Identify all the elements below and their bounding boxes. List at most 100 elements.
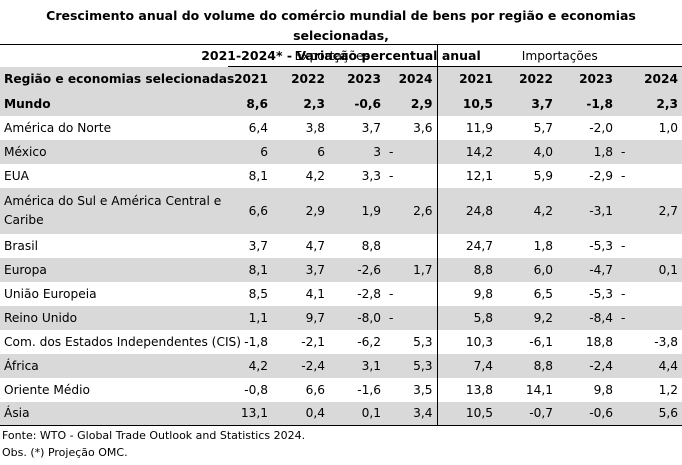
trade-table: Exportações Importações Região e economi… <box>0 44 682 426</box>
import-value-cell: 1,8 <box>557 139 617 164</box>
import-value-cell: 9,8 <box>593 382 613 397</box>
import-value-cell: 2,7 <box>617 187 682 234</box>
export-value-cell: - <box>389 286 394 301</box>
import-value-cell: 10,5 <box>436 401 497 426</box>
group-header-exports: Exportações <box>228 44 437 67</box>
export-value-cell: - <box>385 139 437 164</box>
import-value-cell: 13,8 <box>436 377 497 402</box>
export-value-cell: -1,6 <box>357 382 381 397</box>
row-label: América do Norte <box>4 120 112 135</box>
export-value-cell: -2,6 <box>329 257 385 282</box>
import-value-cell: 5,6 <box>617 401 682 426</box>
footnote-source: Fonte: WTO - Global Trade Outlook and St… <box>2 429 306 442</box>
import-value-cell: 14,1 <box>525 382 553 397</box>
import-value-cell: -0,7 <box>497 401 557 426</box>
export-value-cell: 3,7 <box>361 120 381 135</box>
row-label: Mundo <box>0 91 228 116</box>
export-value-cell: 2,9 <box>272 187 329 234</box>
export-value-cell: - <box>389 168 394 183</box>
export-value-cell: 4,2 <box>305 168 325 183</box>
import-value-cell: -2,0 <box>589 120 613 135</box>
import-value-cell: -2,4 <box>557 353 617 378</box>
import-value-cell: 12,1 <box>436 163 497 188</box>
export-value-cell: 3,3 <box>361 168 381 183</box>
export-value-cell: 3,7 <box>272 257 329 282</box>
import-value-cell: 6,0 <box>497 257 557 282</box>
export-value-cell: 4,1 <box>305 286 325 301</box>
export-value-cell: -8,0 <box>329 305 385 330</box>
table-row: Brasil 3,7 4,7 8,8 24,7 1,8 -5,3- <box>0 233 682 258</box>
import-value-cell: 6,5 <box>533 286 553 301</box>
table-row: África 4,2 -2,4 3,1 5,3 7,4 8,8 -2,4 4,4 <box>0 353 682 378</box>
import-value-cell: 4,4 <box>617 353 682 378</box>
import-value-cell: -0,6 <box>557 401 617 426</box>
row-label: Oriente Médio <box>4 382 90 397</box>
export-value-cell: 0,1 <box>329 401 385 426</box>
export-value-cell: -2,4 <box>272 353 329 378</box>
export-value-cell: -2,1 <box>301 334 325 349</box>
row-label: Europa <box>0 257 228 282</box>
import-value-cell: 9,2 <box>497 305 557 330</box>
import-value-cell: -4,7 <box>557 257 617 282</box>
row-label: América do Sul e América Central e Carib… <box>0 187 228 234</box>
import-value-cell: -6,1 <box>529 334 553 349</box>
export-value-cell: 5,3 <box>413 334 433 349</box>
export-value-cell: 6 <box>272 139 329 164</box>
export-value-cell: -0,6 <box>329 91 385 116</box>
column-header-imp-year: 2021 <box>436 66 497 92</box>
export-value-cell: 1,7 <box>385 257 437 282</box>
table-row: Oriente Médio -0,8 6,6 -1,6 3,5 13,8 14,1 9,8 1,… <box>0 377 682 402</box>
export-value-cell: 9,7 <box>272 305 329 330</box>
export-value-cell: -1,8 <box>244 334 268 349</box>
import-value-cell: 0,1 <box>617 257 682 282</box>
export-value-cell: 2,6 <box>385 187 437 234</box>
title-line-1: Crescimento anual do volume do comércio … <box>46 8 636 43</box>
import-value-cell: 14,2 <box>436 139 497 164</box>
export-value-cell: -6,2 <box>357 334 381 349</box>
table-row: Ásia 13,1 0,4 0,1 3,4 10,5 -0,7 -0,6 5,6 <box>0 401 682 426</box>
table-row: México 6 6 3-14,2 4,0 1,8- <box>0 139 682 164</box>
column-header-imp-year: 2024 <box>617 66 682 92</box>
export-value-cell: 1,9 <box>329 187 385 234</box>
table-title: Crescimento anual do volume do comércio … <box>0 0 682 63</box>
table-row: América do Sul e América Central e Carib… <box>0 187 682 234</box>
export-value-cell: - <box>385 305 437 330</box>
export-value-cell: 1,1 <box>228 305 272 330</box>
export-value-cell: 3 <box>329 139 385 164</box>
group-header-imports: Importações <box>436 44 682 67</box>
import-value-cell: - <box>617 305 682 330</box>
import-value-cell: 3,7 <box>497 91 557 116</box>
import-value-cell: 2,3 <box>617 91 682 116</box>
import-value-cell: 9,8 <box>436 281 497 306</box>
row-label: África <box>0 353 228 378</box>
row-label: Reino Unido <box>0 305 228 330</box>
export-value-cell: 8,1 <box>228 257 272 282</box>
column-header-region: Região e economias selecionadas <box>0 66 234 92</box>
export-value-cell: 8,8 <box>361 238 381 253</box>
import-value-cell: 1,0 <box>658 120 678 135</box>
export-value-cell: 13,1 <box>228 401 272 426</box>
import-value-cell: -5,3 <box>589 238 613 253</box>
export-value-cell: 0,4 <box>272 401 329 426</box>
import-value-cell: 1,2 <box>658 382 678 397</box>
group-header-spacer <box>0 44 228 67</box>
table-row: Reino Unido 1,1 9,7 -8,0-5,8 9,2 -8,4- <box>0 305 682 330</box>
column-header-imp-year: 2022 <box>497 66 557 92</box>
column-header-row: Região e economias selecionadas 2021 202… <box>0 66 682 92</box>
import-value-cell: 8,8 <box>497 353 557 378</box>
export-value-cell: 3,7 <box>248 238 268 253</box>
export-value-cell: 3,4 <box>385 401 437 426</box>
export-value-cell: 3,8 <box>305 120 325 135</box>
import-value-cell: 7,4 <box>436 353 497 378</box>
row-label: México <box>0 139 228 164</box>
column-header-exp-year: 2022 <box>272 66 329 92</box>
import-value-cell: - <box>621 168 626 183</box>
export-value-cell: 2,9 <box>385 91 437 116</box>
row-label: União Europeia <box>4 286 97 301</box>
footnote-obs: Obs. (*) Projeção OMC. <box>2 446 128 459</box>
table-row: América do Norte 6,4 3,8 3,7 3,6 11,9 5,7 -2,0 1… <box>0 115 682 140</box>
import-value-cell: - <box>617 139 682 164</box>
export-value-cell: 8,5 <box>248 286 268 301</box>
export-value-cell <box>385 234 437 258</box>
export-value-cell: 6,6 <box>228 187 272 234</box>
